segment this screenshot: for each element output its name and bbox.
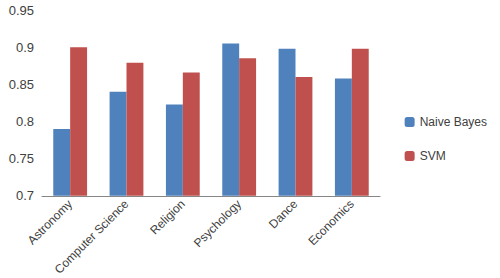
svg-text:SVM: SVM [420,149,446,163]
svg-text:0.95: 0.95 [9,3,34,18]
svg-text:Religion: Religion [147,197,188,238]
svg-text:Economics: Economics [305,197,356,248]
svg-text:Naive Bayes: Naive Bayes [420,115,487,129]
svg-text:Computer Science: Computer Science [52,197,132,277]
svg-text:Astronomy: Astronomy [25,197,75,247]
svg-text:0.75: 0.75 [9,151,34,166]
svg-text:0.85: 0.85 [9,77,34,92]
svg-text:Dance: Dance [266,197,301,232]
svg-text:0.8: 0.8 [16,114,34,129]
svg-text:0.9: 0.9 [16,40,34,55]
svg-text:0.7: 0.7 [16,188,34,203]
svg-text:Psychology: Psychology [191,197,244,250]
